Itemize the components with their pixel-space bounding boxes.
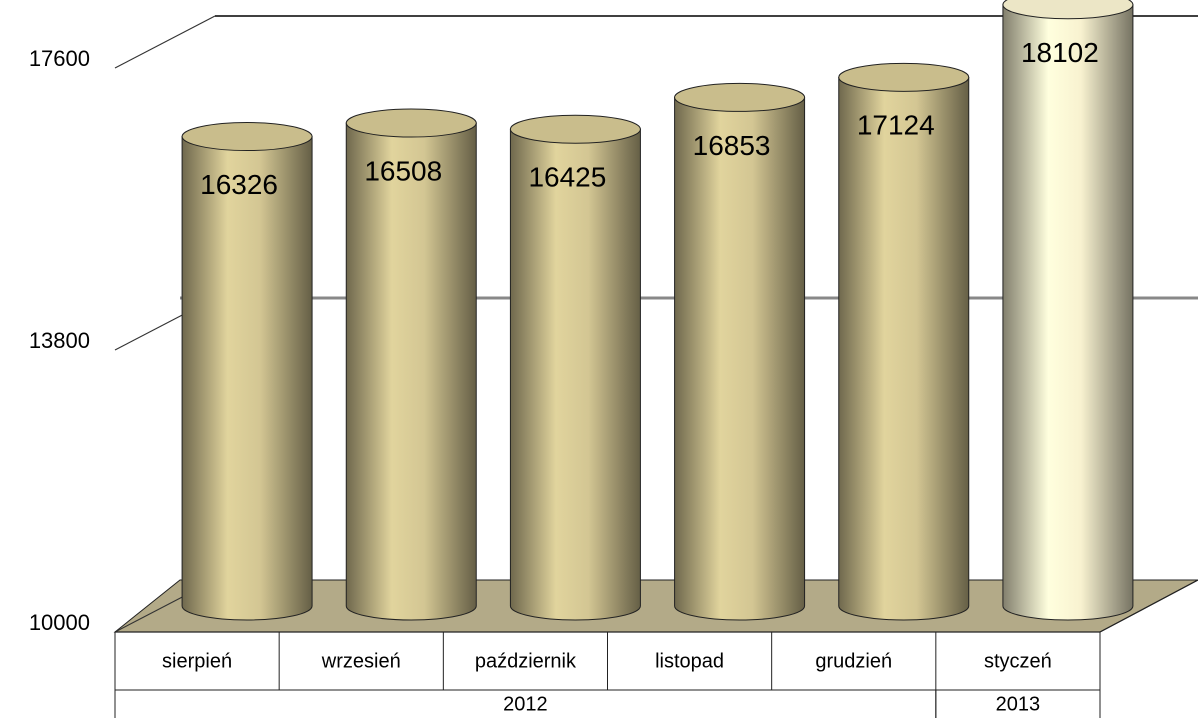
bar <box>345 122 477 621</box>
bar <box>1002 4 1134 621</box>
bar-top <box>345 108 477 138</box>
bar <box>838 76 970 621</box>
x-tick-label: styczeń <box>984 650 1052 672</box>
tick-mark <box>114 15 216 69</box>
x-tick-label: listopad <box>655 650 724 672</box>
x-tick-label: wrzesień <box>321 650 401 672</box>
bar <box>674 96 806 621</box>
x-tick-label: sierpień <box>162 650 232 672</box>
value-label: 17124 <box>857 110 935 141</box>
bar-top <box>838 62 970 92</box>
bar <box>509 128 641 621</box>
value-label: 16326 <box>200 169 278 200</box>
value-label: 16853 <box>693 130 771 161</box>
x-tick-label: październik <box>475 650 577 672</box>
bar <box>181 136 313 621</box>
group-label: 2012 <box>503 693 548 715</box>
y-tick-label: 17600 <box>29 46 90 71</box>
bar-top <box>1002 0 1134 20</box>
group-label: 2013 <box>996 693 1041 715</box>
value-label: 16425 <box>528 162 606 193</box>
bar-top <box>674 82 806 112</box>
y-tick-label: 10000 <box>29 610 90 635</box>
axis-line <box>1099 579 1198 633</box>
bar-top <box>181 122 313 152</box>
bar-top <box>509 114 641 144</box>
value-label: 16508 <box>364 155 442 186</box>
value-label: 18102 <box>1021 37 1099 68</box>
x-tick-label: grudzień <box>815 650 892 672</box>
y-tick-label: 13800 <box>29 328 90 353</box>
